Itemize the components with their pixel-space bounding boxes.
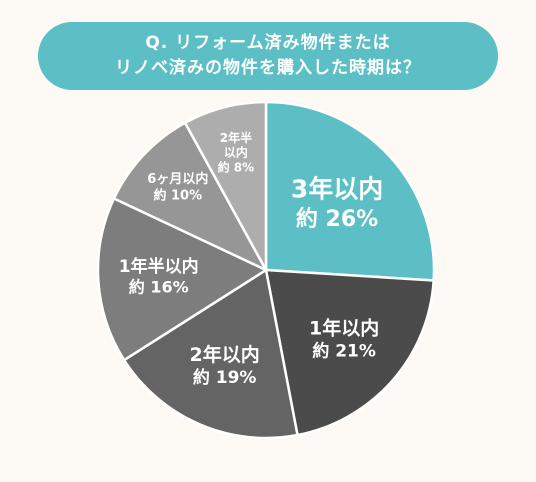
pie-label-5-value: 約 8% — [218, 160, 255, 175]
pie-slice-2 — [122, 268, 299, 440]
pie-label-4-value: 約 10% — [153, 188, 202, 204]
pie-slice-0 — [264, 100, 436, 282]
question-line-2: リノベ済みの物件を購入した時期は？ — [115, 58, 421, 78]
pie-slice-5 — [183, 100, 268, 272]
pie-label-0-line-0: 3年以内 — [291, 174, 383, 203]
pie-label-5-line-0: 2年半 — [220, 130, 252, 145]
pie-label-2-line-0: 2年以内 — [190, 343, 260, 366]
pie-label-1-line-0: 1年以内 — [309, 316, 379, 339]
pie-label-1-value: 約 21% — [312, 340, 376, 361]
question-banner: Q. リフォーム済み物件または リノベ済みの物件を購入した時期は？ — [38, 22, 498, 90]
pie-label-5-line-1: 以内 — [224, 144, 248, 159]
pie-label-2-value: 約 19% — [193, 367, 257, 388]
pie-slice-3 — [96, 197, 268, 362]
question-line-1: Q. リフォーム済み物件または — [145, 33, 391, 53]
pie-label-0-value: 約 26% — [296, 206, 378, 232]
pie-label-3-value: 約 16% — [129, 278, 189, 297]
pie-label-3-line-0: 1年半以内 — [119, 256, 199, 277]
pie-slice-1 — [264, 268, 435, 437]
pie-label-4-line-0: 6ヶ月以内 — [147, 171, 208, 187]
pie-slice-4 — [112, 121, 268, 272]
